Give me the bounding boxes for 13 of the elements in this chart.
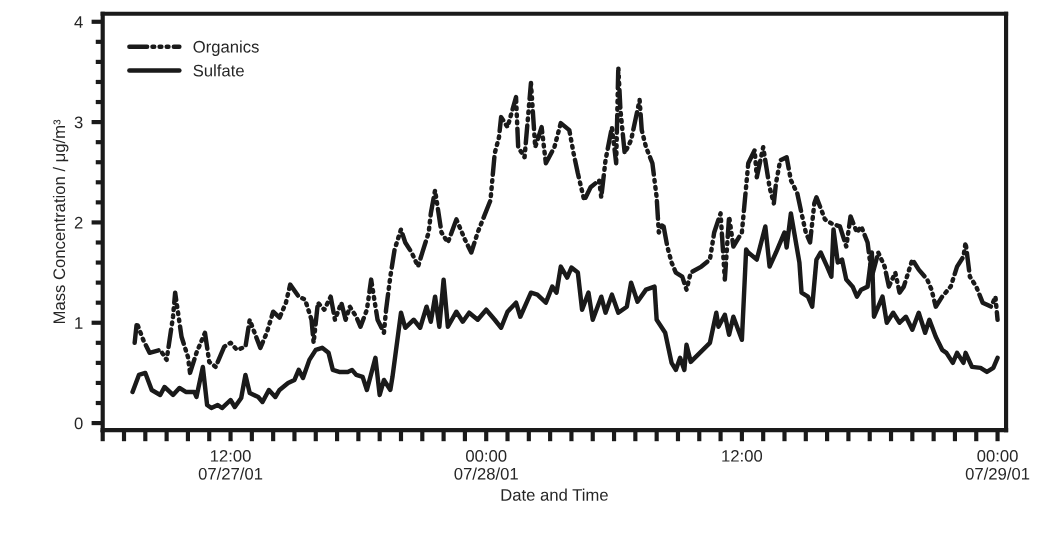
y-tick-label: 3	[74, 116, 83, 129]
y-tick-label: 0	[74, 417, 83, 430]
x-tick-label: 00:00 07/28/01	[454, 449, 518, 480]
y-tick-label: 4	[74, 16, 83, 28]
x-tick-label: 12:00 07/27/01	[198, 449, 263, 480]
x-axis-title: Date and Time	[501, 488, 608, 501]
legend-label: Organics	[193, 40, 259, 56]
x-tick-label: 00:00 07/29/01	[965, 449, 1030, 480]
y-axis-title: Mass Concentration / μg/m³	[52, 119, 69, 324]
legend-label: Sulfate	[193, 64, 244, 77]
y-tick-label: 1	[75, 317, 83, 329]
y-tick-label: 2	[74, 216, 83, 229]
x-tick-label: 12:00	[722, 449, 763, 462]
